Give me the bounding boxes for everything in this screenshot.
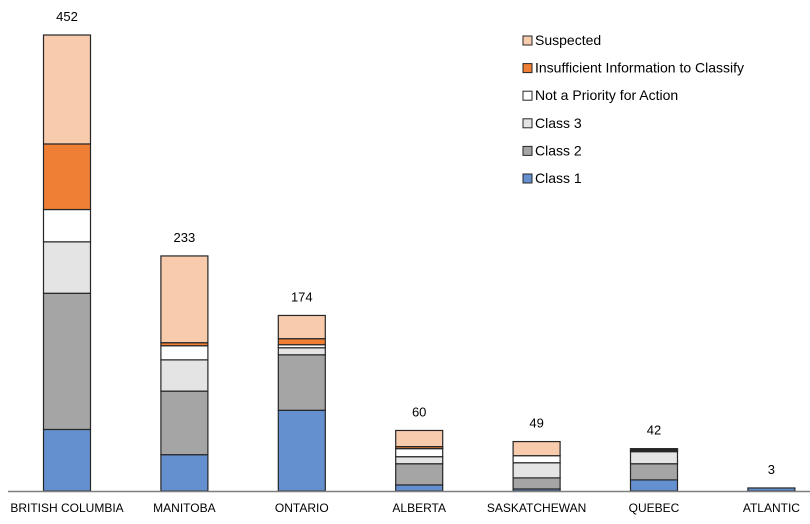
bar-segment-insufficient-information-to-classify (42, 143, 92, 211)
bar-segment-class-1 (277, 409, 326, 492)
bar-segment-suspected (512, 440, 561, 457)
x-tick-label: SASKATCHEWAN (487, 501, 586, 515)
bar-segment-class-1 (747, 487, 796, 492)
legend-label: Class 2 (535, 142, 582, 158)
bar-segment-suspected (629, 448, 679, 451)
bar-segment-class-1 (42, 428, 92, 492)
bar-segment-insufficient-information-to-classify (277, 338, 326, 346)
bar-segment-class-2 (42, 292, 92, 431)
total-label: 42 (647, 423, 661, 438)
bar-segment-class-3 (160, 359, 209, 392)
bar-segment-class-2 (512, 477, 561, 490)
bar-segment-not-a-priority-for-action (395, 448, 444, 458)
bar-segment-class-1 (629, 479, 679, 492)
x-tick-label: ONTARIO (275, 501, 329, 515)
total-label: 174 (291, 289, 313, 304)
bar-segment-class-2 (629, 463, 679, 481)
total-label: 233 (174, 230, 196, 245)
legend-swatch (522, 173, 533, 184)
bar-segment-class-2 (160, 390, 209, 456)
bar-segment-suspected (160, 255, 209, 344)
total-label: 452 (56, 9, 78, 24)
bar-segment-class-2 (395, 463, 444, 486)
legend-swatch (522, 118, 533, 129)
total-label: 49 (529, 416, 543, 431)
bar-segment-class-3 (629, 451, 679, 465)
legend-swatch (522, 90, 533, 101)
bar-segment-class-1 (160, 454, 209, 492)
bar-segment-class-3 (395, 456, 444, 465)
total-label: 60 (412, 404, 426, 419)
x-tick-label: QUEBEC (629, 501, 680, 515)
bar-segment-class-2 (277, 354, 326, 411)
x-tick-label: MANITOBA (153, 501, 215, 515)
total-label: 3 (768, 462, 775, 477)
bar-segment-suspected (42, 34, 92, 145)
bar-segment-suspected (395, 429, 444, 448)
bar-segment-suspected (277, 314, 326, 340)
legend-label: Not a Priority for Action (535, 87, 678, 103)
bar-segment-not-a-priority-for-action (160, 345, 209, 361)
x-tick-label: ATLANTIC (743, 501, 800, 515)
legend-label: Class 3 (535, 115, 582, 131)
bar-segment-not-a-priority-for-action (42, 208, 92, 243)
x-tick-label: ALBERTA (392, 501, 446, 515)
legend-swatch (522, 63, 533, 74)
bar-segment-not-a-priority-for-action (512, 455, 561, 464)
x-tick-label: BRITISH COLUMBIA (10, 501, 123, 515)
bar-segment-class-3 (277, 347, 326, 356)
legend-label: Suspected (535, 32, 601, 48)
bar-segment-class-1 (395, 484, 444, 492)
bar-segment-class-3 (512, 462, 561, 479)
bar-segment-class-3 (42, 241, 92, 294)
legend-label: Insufficient Information to Classify (535, 60, 744, 76)
legend-swatch (522, 35, 533, 46)
legend-swatch (522, 145, 533, 156)
legend-label: Class 1 (535, 170, 582, 186)
